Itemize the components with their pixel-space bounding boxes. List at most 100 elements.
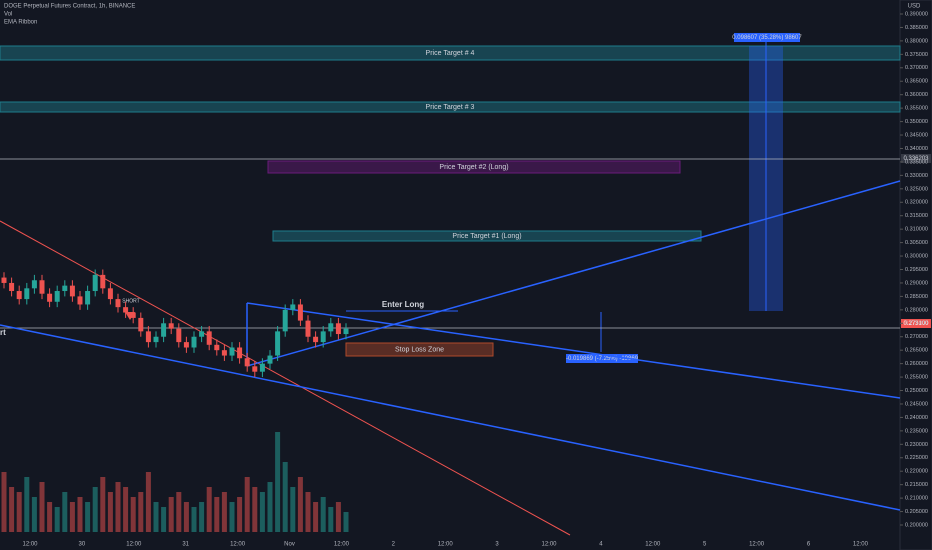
y-tick-label: 0.235000 bbox=[905, 428, 928, 434]
candle-body bbox=[199, 331, 205, 337]
trendline bbox=[246, 180, 901, 367]
x-tick-label: 5 bbox=[703, 542, 707, 548]
candle-body bbox=[47, 293, 53, 302]
y-tick-label: 0.335000 bbox=[905, 159, 928, 165]
x-tick-label: 3 bbox=[495, 542, 499, 548]
x-tick-label: 12:00 bbox=[749, 542, 765, 548]
y-tick-label: 0.370000 bbox=[905, 65, 928, 71]
chart-title: DOGE Perpetual Futures Contract, 1h, BIN… bbox=[4, 4, 135, 10]
zones: Price Target # 4 Price Target # 3 Price Ta… bbox=[0, 45, 901, 357]
candle-body bbox=[282, 309, 288, 332]
candle-body bbox=[290, 304, 296, 310]
volume-bar bbox=[130, 497, 136, 532]
candle-body bbox=[214, 344, 220, 351]
y-tick-label: 0.320000 bbox=[905, 200, 928, 206]
volume-bar bbox=[161, 507, 167, 532]
y-tick-label: 0.245000 bbox=[905, 401, 928, 407]
candle-body bbox=[54, 291, 60, 302]
candle-body bbox=[85, 291, 91, 305]
y-tick-label: 0.300000 bbox=[905, 254, 928, 260]
volume-bar bbox=[92, 487, 98, 532]
volume-bar bbox=[191, 507, 197, 532]
candle-body bbox=[237, 347, 243, 359]
candle-body bbox=[183, 342, 189, 348]
measure-label-box bbox=[734, 33, 800, 42]
volume bbox=[1, 432, 349, 532]
last-price-box bbox=[901, 319, 931, 328]
line-price-box bbox=[901, 154, 931, 163]
candle-body bbox=[176, 328, 182, 343]
volume-bar bbox=[9, 487, 15, 532]
volume-bar bbox=[123, 487, 129, 532]
y-tick-label: 0.295000 bbox=[905, 267, 928, 273]
volume-bar bbox=[62, 492, 68, 532]
zone-label: Price Target # 4 bbox=[426, 50, 475, 57]
candle-body bbox=[206, 331, 212, 345]
y-tick-label: 0.360000 bbox=[905, 92, 928, 98]
candle-body bbox=[335, 323, 341, 335]
indicator: EMA Ribbon bbox=[4, 20, 37, 26]
y-tick-label: 0.265000 bbox=[905, 348, 928, 354]
volume-bar bbox=[100, 477, 106, 532]
x-tick-label: 12:00 bbox=[126, 542, 142, 548]
x-tick-label: 12:00 bbox=[230, 542, 246, 548]
volume-bar bbox=[252, 487, 258, 532]
volume-bar bbox=[206, 487, 212, 532]
candle-body bbox=[92, 274, 98, 292]
volume-bar bbox=[313, 502, 319, 532]
candle-body bbox=[252, 366, 258, 372]
volume-bar bbox=[69, 502, 75, 532]
volume-bar bbox=[335, 502, 341, 532]
volume-bar bbox=[1, 472, 7, 532]
price-axis bbox=[899, 0, 932, 550]
volume-bar bbox=[305, 492, 311, 532]
volume-bar bbox=[54, 507, 60, 532]
volume-bar bbox=[85, 502, 91, 532]
candle-body bbox=[153, 336, 159, 343]
candle-body bbox=[1, 277, 7, 283]
y-tick-label: 0.280000 bbox=[905, 307, 928, 313]
volume-bar bbox=[168, 497, 174, 532]
candle-body bbox=[320, 331, 326, 343]
candle-body bbox=[259, 363, 265, 372]
price-ticks: 0.390000 0.385000 0.380000 0.375000 0.370000… bbox=[900, 11, 928, 528]
candle-body bbox=[100, 274, 106, 289]
candle-body bbox=[145, 331, 151, 343]
volume-bar bbox=[244, 477, 250, 532]
x-tick-label: 12:00 bbox=[438, 542, 454, 548]
candle-body bbox=[31, 280, 37, 289]
y-tick-label: 0.380000 bbox=[905, 38, 928, 44]
volume-bar bbox=[153, 502, 159, 532]
volume-bar bbox=[77, 497, 83, 532]
last-price: 0.273100 bbox=[903, 321, 929, 327]
volume-bar bbox=[320, 497, 326, 532]
volume-bar bbox=[343, 512, 349, 532]
price-zone bbox=[345, 342, 494, 357]
y-tick-label: 0.350000 bbox=[905, 119, 928, 125]
volume-bar bbox=[229, 502, 235, 532]
candle-body bbox=[191, 336, 197, 348]
candle-body bbox=[62, 285, 68, 292]
price-zone bbox=[272, 230, 702, 242]
volume-bar bbox=[138, 492, 144, 532]
volume-bar bbox=[267, 482, 273, 532]
candle-body bbox=[115, 299, 121, 308]
y-tick-label: 0.210000 bbox=[905, 496, 928, 502]
y-tick-label: 0.290000 bbox=[905, 280, 928, 286]
trendline bbox=[246, 302, 901, 399]
y-tick-label: 0.310000 bbox=[905, 227, 928, 233]
volume-bar bbox=[199, 502, 205, 532]
zone-label: Stop Loss Zone bbox=[395, 346, 444, 353]
candle-body bbox=[69, 285, 75, 297]
y-tick-label: 0.365000 bbox=[905, 79, 928, 85]
volume-bar bbox=[176, 492, 182, 532]
candle-body bbox=[161, 323, 167, 337]
y-tick-label: 0.220000 bbox=[905, 469, 928, 475]
volume-bar bbox=[275, 432, 281, 532]
candle-body bbox=[297, 304, 303, 321]
y-tick-label: 0.375000 bbox=[905, 52, 928, 58]
volume-bar bbox=[259, 492, 265, 532]
y-tick-label: 0.340000 bbox=[905, 146, 928, 152]
candles bbox=[1, 269, 349, 378]
